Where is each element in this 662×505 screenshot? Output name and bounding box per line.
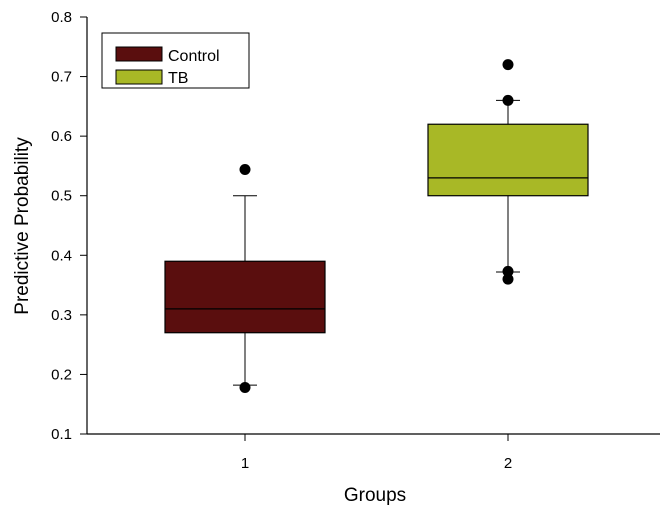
y-tick-label: 0.3 <box>51 307 72 324</box>
outlier-point <box>239 164 251 176</box>
outlier-point <box>502 265 514 277</box>
legend-label-tb: TB <box>168 70 188 87</box>
y-tick-label: 0.5 <box>51 188 72 205</box>
y-tick-label: 0.1 <box>51 426 72 443</box>
y-tick-label: 0.4 <box>51 247 72 264</box>
y-tick-label: 0.2 <box>51 366 72 383</box>
legend-label-control: Control <box>168 48 220 65</box>
y-tick-label: 0.8 <box>51 9 72 26</box>
outlier-point <box>502 273 514 285</box>
legend-swatch-control <box>115 46 163 62</box>
x-axis-title: Groups <box>344 485 406 505</box>
y-tick-label: 0.7 <box>51 69 72 86</box>
legend-swatch-tb <box>115 69 163 85</box>
outlier-point <box>502 94 514 106</box>
y-tick-label: 0.6 <box>51 128 72 145</box>
x-tick-label: 1 <box>241 455 249 472</box>
x-tick-label: 2 <box>504 455 512 472</box>
iqr-box <box>427 123 589 197</box>
iqr-box <box>164 260 326 334</box>
box-series <box>164 59 589 394</box>
y-axis-title: Predictive Probability <box>12 137 33 315</box>
outlier-point <box>502 59 514 71</box>
y-axis-ticks: 0.1 0.2 0.3 0.4 0.5 0.6 0.7 0.8 <box>51 9 87 443</box>
outlier-point <box>239 382 251 394</box>
legend: Control TB <box>101 32 250 89</box>
box-control <box>164 164 326 394</box>
box-tb <box>427 59 589 285</box>
